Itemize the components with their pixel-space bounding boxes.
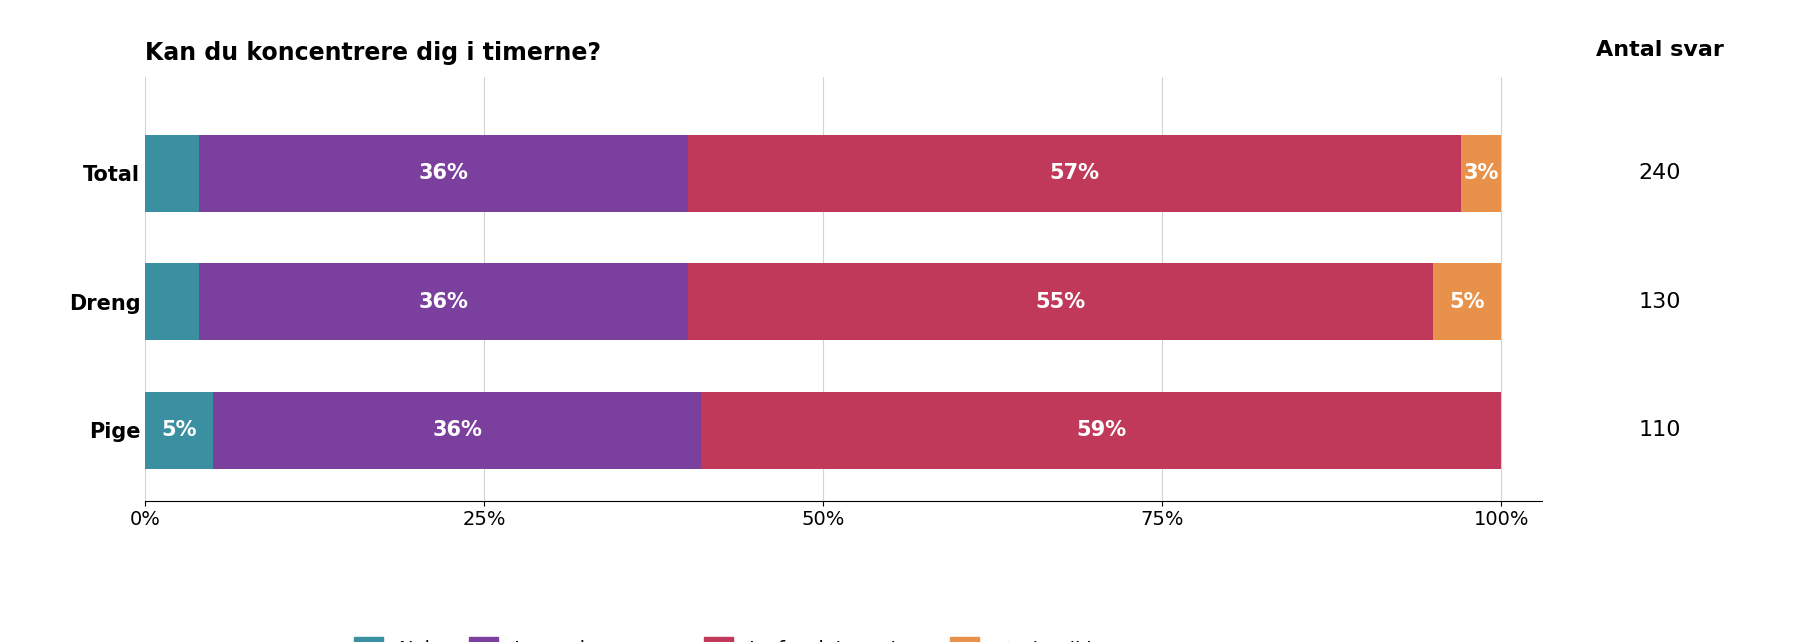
Legend: Nej, Ja, nogle gange, Ja, for det meste, Ønsker ikke at svare: Nej, Ja, nogle gange, Ja, for det meste,… xyxy=(346,629,1201,642)
Bar xyxy=(145,392,212,469)
Bar xyxy=(688,263,1433,340)
Bar xyxy=(702,392,1502,469)
Bar xyxy=(688,135,1460,212)
Text: 5%: 5% xyxy=(1449,291,1486,312)
Bar xyxy=(212,392,702,469)
Text: 36%: 36% xyxy=(419,291,468,312)
Text: Kan du koncentrere dig i timerne?: Kan du koncentrere dig i timerne? xyxy=(145,41,600,65)
Bar xyxy=(145,263,200,340)
Text: 57%: 57% xyxy=(1048,163,1099,184)
Text: 55%: 55% xyxy=(1036,291,1085,312)
Bar xyxy=(200,263,688,340)
Text: 36%: 36% xyxy=(419,163,468,184)
Text: 36%: 36% xyxy=(432,420,483,440)
Bar xyxy=(1433,263,1502,340)
Bar xyxy=(1460,135,1502,212)
Text: 3%: 3% xyxy=(1464,163,1498,184)
Text: Antal svar: Antal svar xyxy=(1596,40,1723,60)
Text: 5%: 5% xyxy=(161,420,196,440)
Text: 240: 240 xyxy=(1638,163,1682,184)
Text: 130: 130 xyxy=(1638,291,1682,312)
Bar xyxy=(145,135,200,212)
Bar xyxy=(200,135,688,212)
Text: 59%: 59% xyxy=(1076,420,1126,440)
Text: 110: 110 xyxy=(1638,420,1682,440)
